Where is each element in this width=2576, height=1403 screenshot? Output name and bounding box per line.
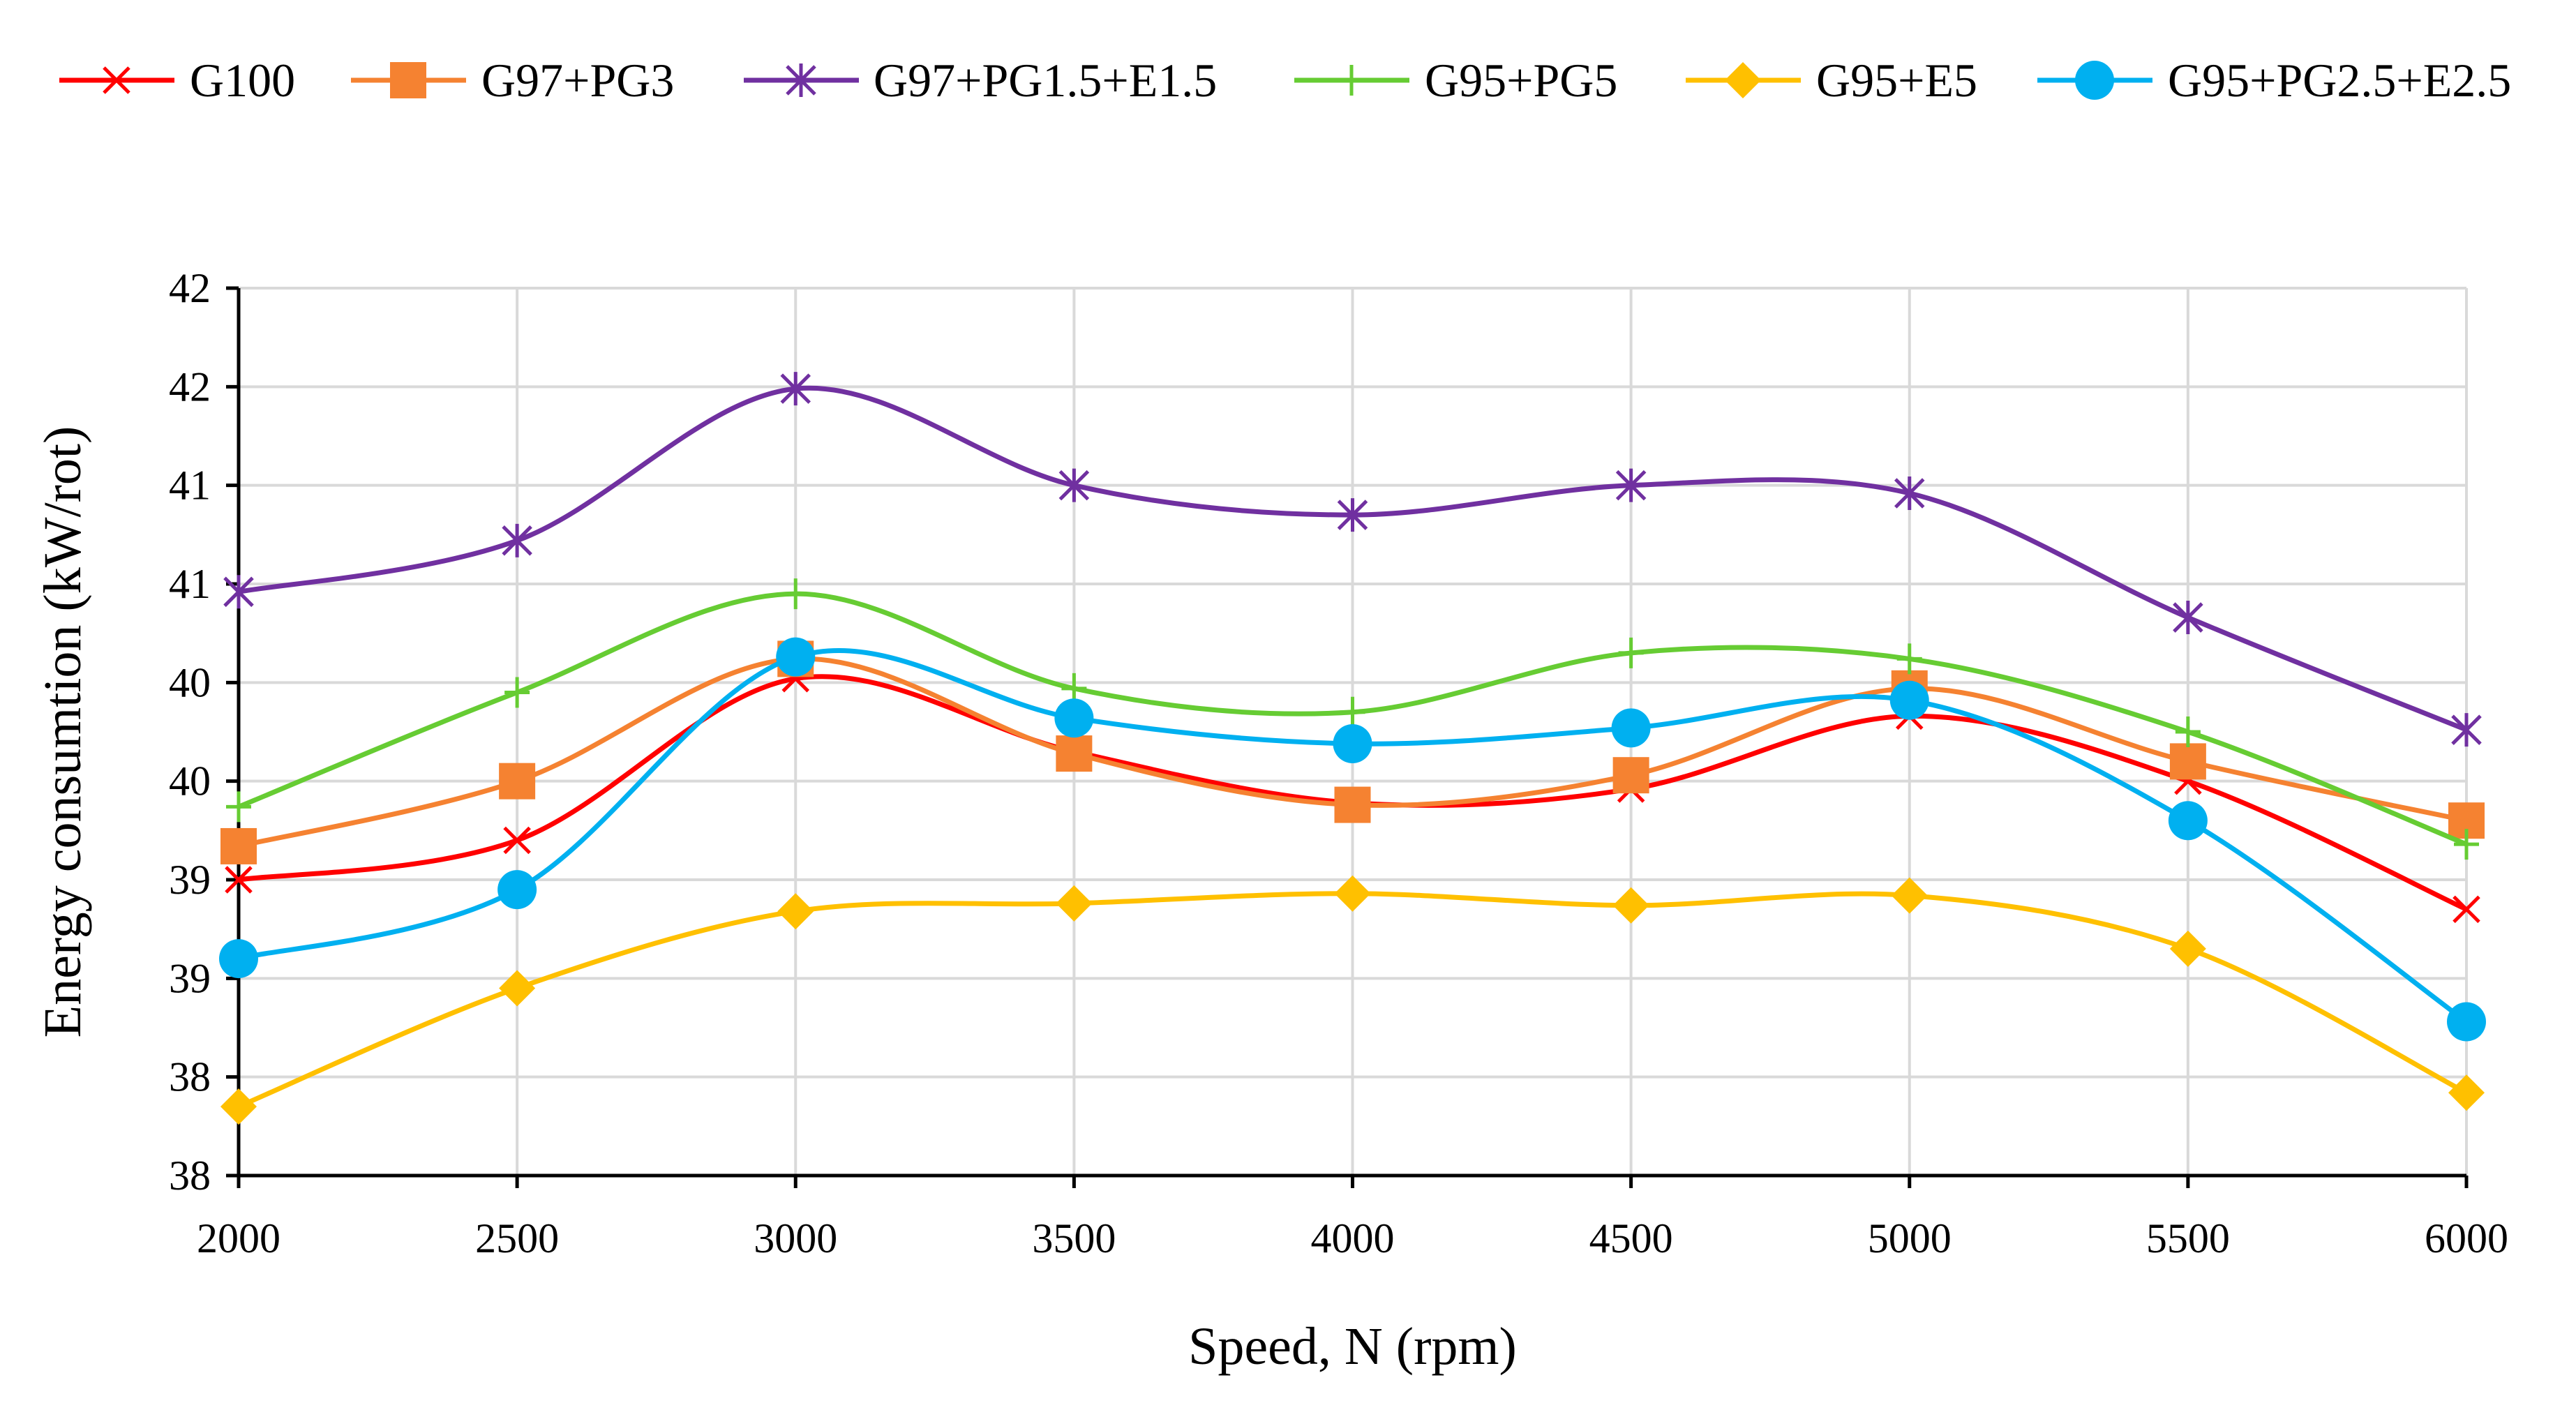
legend-label: G100 [190, 54, 295, 107]
data-point-g97-pg3 [1056, 735, 1093, 772]
data-point-g97-pg1-5-e1-5 [502, 523, 532, 557]
legend-label: G97+PG1.5+E1.5 [874, 54, 1217, 107]
data-point-g97-pg1-5-e1-5 [223, 575, 254, 609]
data-point-g95-pg5 [504, 677, 530, 708]
legend-item-g97-pg3: G97+PG3 [351, 54, 674, 107]
data-point-g95-pg2-5-e2-5 [2447, 1002, 2486, 1042]
data-point-g95-e5 [220, 1088, 257, 1125]
data-point-g97-pg1-5-e1-5 [780, 372, 811, 406]
data-point-g95-e5 [777, 893, 814, 930]
data-point-g95-pg2-5-e2-5 [776, 637, 816, 677]
data-point-g100 [2453, 895, 2480, 924]
data-point-g95-pg5 [2454, 829, 2479, 860]
x-tick-label: 5000 [1868, 1215, 1952, 1261]
data-point-g95-pg2-5-e2-5 [1333, 723, 1372, 763]
y-tick-label: 39 [169, 857, 211, 903]
x-ticks: 2000 2500 3000 3500 4000 4500 5000 5500 6000 [197, 1176, 2508, 1261]
data-point-g95-e5 [1334, 875, 1371, 912]
y-ticks: 38 38 39 39 40 40 41 41 42 42 [169, 265, 239, 1199]
data-point-g97-pg3 [1334, 786, 1371, 823]
x-tick-label: 4500 [1589, 1215, 1673, 1261]
x-tick-label: 4000 [1311, 1215, 1395, 1261]
data-point-g95-e5 [1056, 885, 1093, 922]
y-tick-label: 42 [169, 363, 211, 410]
legend-label: G95+PG2.5+E2.5 [2168, 54, 2511, 107]
data-point-g97-pg3 [2169, 743, 2206, 780]
x-tick-label: 2000 [197, 1215, 280, 1261]
legend-marker [390, 62, 426, 98]
data-point-g100 [225, 866, 253, 894]
x-tick-label: 2500 [475, 1215, 559, 1261]
series-g97-pg1-5-e1-5 [223, 372, 2482, 747]
data-point-g95-pg5 [783, 578, 809, 610]
data-point-g95-e5 [1891, 877, 1928, 914]
series-g95-pg2-5-e2-5 [219, 637, 2486, 1042]
legend-marker [786, 63, 816, 97]
data-point-g95-pg5 [226, 791, 251, 823]
data-point-g95-pg2-5-e2-5 [1889, 680, 1929, 720]
y-tick-label: 38 [169, 1054, 211, 1100]
legend-label: G97+PG3 [481, 54, 674, 107]
data-point-g95-e5 [499, 970, 536, 1007]
data-point-g95-pg2-5-e2-5 [2168, 801, 2208, 841]
y-tick-label: 42 [169, 265, 211, 311]
data-point-g100 [503, 826, 531, 855]
series-g95-pg5 [226, 578, 2479, 860]
legend-marker [1725, 62, 1761, 98]
legend-item-g97-pg1-5-e1-5: G97+PG1.5+E1.5 [744, 54, 1217, 107]
data-point-g97-pg1-5-e1-5 [2173, 601, 2203, 635]
x-tick-label: 6000 [2425, 1215, 2508, 1261]
y-tick-label: 40 [169, 659, 211, 705]
data-point-g97-pg1-5-e1-5 [1894, 476, 1925, 510]
data-point-g97-pg3 [1612, 757, 1649, 794]
data-point-g95-pg2-5-e2-5 [1611, 708, 1651, 748]
x-axis-title: Speed, N (rpm) [1188, 1317, 1517, 1376]
legend-marker [103, 66, 130, 94]
data-point-g95-e5 [2448, 1074, 2485, 1111]
legend-item-g95-e5: G95+E5 [1686, 54, 1977, 107]
x-tick-label: 3000 [754, 1215, 837, 1261]
y-tick-label: 39 [169, 955, 211, 1001]
legend-marker [1339, 65, 1364, 96]
data-point-g95-e5 [1612, 887, 1649, 924]
x-tick-label: 3500 [1032, 1215, 1116, 1261]
data-point-g95-pg5 [2175, 716, 2201, 747]
series-g95-e5 [220, 875, 2485, 1125]
y-tick-label: 41 [169, 561, 211, 607]
y-tick-label: 40 [169, 758, 211, 804]
data-point-g97-pg1-5-e1-5 [1058, 468, 1090, 502]
data-point-g95-pg5 [1618, 637, 1644, 668]
legend: G100 G97+PG3 G97+PG1.5+E1.5 G95+PG5 G95+E5 G9… [59, 54, 2511, 107]
data-point-g95-e5 [2169, 930, 2206, 967]
y-tick-label: 38 [169, 1153, 211, 1199]
series-layer [219, 372, 2486, 1125]
y-tick-label: 41 [169, 463, 211, 509]
data-point-g95-pg5 [1896, 643, 1922, 675]
legend-label: G95+E5 [1816, 54, 1977, 107]
data-point-g97-pg1-5-e1-5 [2451, 713, 2482, 747]
data-point-g97-pg1-5-e1-5 [1615, 468, 1647, 502]
data-point-g97-pg3 [220, 827, 257, 864]
legend-label: G95+PG5 [1425, 54, 1617, 107]
data-point-g95-pg2-5-e2-5 [1054, 698, 1094, 738]
legend-item-g95-pg2-5-e2-5: G95+PG2.5+E2.5 [2037, 54, 2511, 107]
legend-marker [2075, 61, 2114, 100]
y-axis-title: Energy consumtion (kW/rot) [33, 426, 92, 1038]
data-point-g95-pg2-5-e2-5 [219, 939, 258, 979]
x-tick-label: 5500 [2146, 1215, 2230, 1261]
data-point-g97-pg3 [499, 763, 536, 800]
data-point-g95-pg2-5-e2-5 [497, 870, 537, 910]
legend-item-g100: G100 [59, 54, 295, 107]
legend-item-g95-pg5: G95+PG5 [1294, 54, 1617, 107]
data-point-g97-pg1-5-e1-5 [1337, 498, 1368, 532]
data-point-g95-pg5 [1340, 696, 1365, 728]
